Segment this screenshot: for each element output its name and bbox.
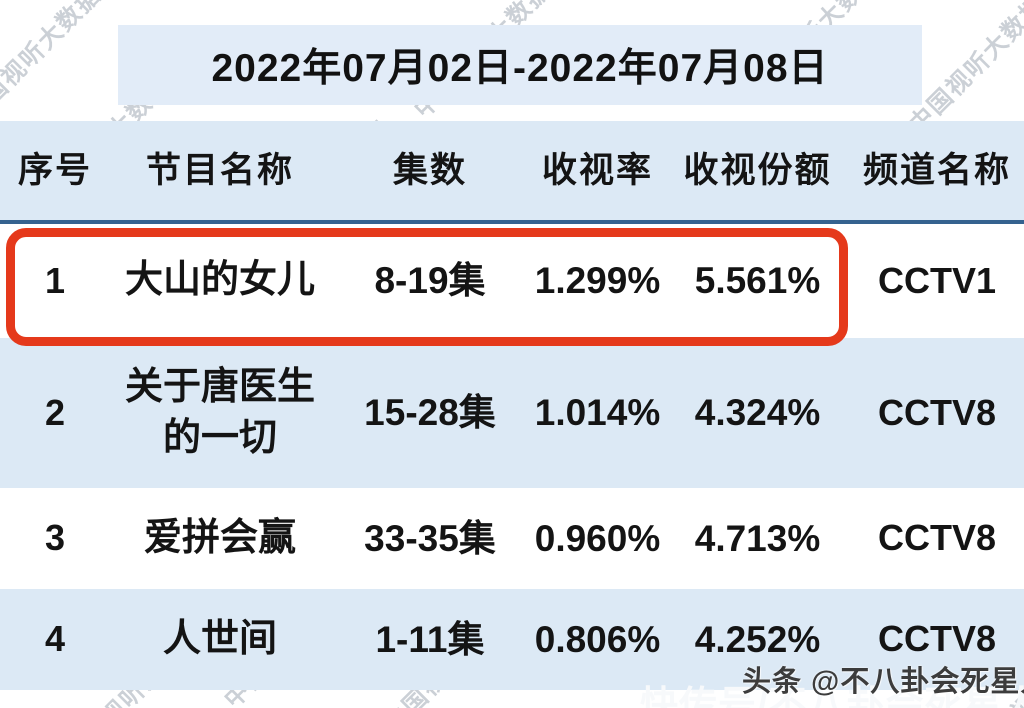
rank-cell: 2 — [44, 391, 66, 433]
table-header-row: 序号 节目名称 集数 收视率 收视份额 频道名称 — [0, 121, 1024, 220]
date-range-banner: 2022年07月02日-2022年07月08日 — [118, 25, 922, 105]
episodes-cell: 15-28集 — [364, 392, 496, 434]
program-name-cell: 关于唐医生的一切 — [124, 365, 315, 459]
rank-cell: 3 — [44, 517, 66, 559]
rating-cell: 1.299% — [534, 260, 661, 302]
episodes-cell: 1-11集 — [375, 618, 485, 660]
table-row-3: 3 爱拼会赢 33-35集 0.960% 4.713% CCTV8 — [0, 488, 1024, 589]
episodes-cell: 33-35集 — [364, 517, 496, 559]
column-header-share: 收视份额 — [683, 150, 832, 190]
share-cell: 4.252% — [694, 618, 821, 660]
table-row-1: 1 大山的女儿 8-19集 1.299% 5.561% CCTV1 — [0, 224, 1024, 338]
episodes-cell: 8-19集 — [374, 260, 486, 302]
program-name-cell: 大山的女儿 — [124, 259, 315, 302]
toutiao-credit-watermark: 头条 @不八卦会死星人 — [742, 666, 1024, 698]
kuaichuan-credit-watermark: 快传号/不八卦会死星人官方 — [640, 685, 1024, 708]
rating-cell: 0.960% — [534, 517, 661, 559]
channel-cell: CCTV1 — [877, 259, 997, 301]
date-range-title: 2022年07月02日-2022年07月08日 — [211, 47, 829, 90]
rating-cell: 1.014% — [534, 392, 661, 434]
share-cell: 5.561% — [694, 260, 821, 302]
table-row-2: 2 关于唐医生的一切 15-28集 1.014% 4.324% CCTV8 — [0, 338, 1024, 488]
diagonal-watermark-text: 中国视听大数据 — [0, 0, 108, 129]
rating-cell: 0.806% — [534, 618, 661, 660]
rank-cell: 4 — [44, 618, 66, 660]
program-name-cell: 爱拼会赢 — [143, 516, 296, 559]
column-header-rating: 收视率 — [541, 150, 653, 190]
column-header-channel: 频道名称 — [862, 150, 1011, 190]
column-header-rank: 序号 — [17, 150, 92, 190]
share-cell: 4.713% — [694, 517, 821, 559]
channel-cell: CCTV8 — [877, 618, 997, 660]
channel-cell: CCTV8 — [877, 517, 997, 559]
header-divider-line — [0, 220, 1024, 224]
channel-cell: CCTV8 — [877, 391, 997, 433]
program-name-cell: 人世间 — [162, 617, 277, 660]
rank-cell: 1 — [44, 259, 66, 301]
table-row-4: 4 人世间 1-11集 0.806% 4.252% CCTV8 — [0, 589, 1024, 690]
column-header-episodes: 集数 — [392, 150, 467, 190]
column-header-name: 节目名称 — [145, 150, 294, 190]
share-cell: 4.324% — [694, 392, 821, 434]
